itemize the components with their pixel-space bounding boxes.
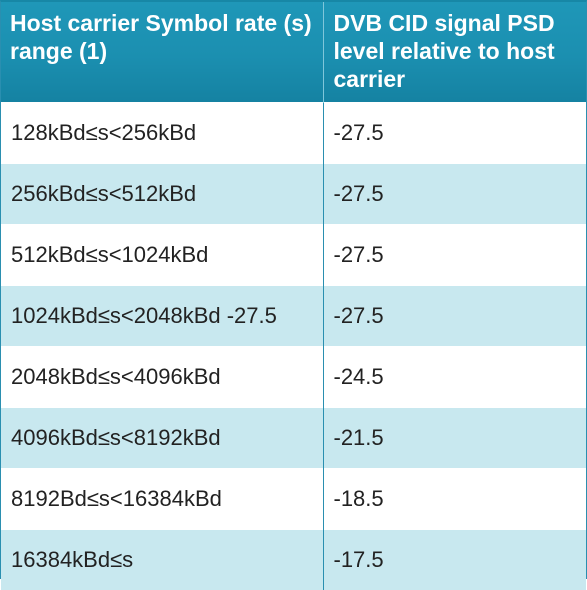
header-symbol-rate-range: Host carrier Symbol rate (s) range (1)	[1, 2, 323, 103]
table-body: 128kBd≤s<256kBd -27.5 256kBd≤s<512kBd -2…	[1, 103, 586, 590]
psd-value: -27.5	[334, 120, 384, 146]
psd-value: -27.5	[334, 181, 384, 207]
cell-psd-level: -27.5	[323, 103, 586, 164]
psd-value: -27.5	[334, 303, 384, 329]
psd-value: -18.5	[334, 486, 384, 512]
cell-symbol-rate: 256kBd≤s<512kBd	[1, 164, 323, 225]
table-row: 1024kBd≤s<2048kBd -27.5 -27.5	[1, 286, 586, 347]
cell-psd-level: -27.5	[323, 164, 586, 225]
cell-symbol-rate: 4096kBd≤s<8192kBd	[1, 408, 323, 469]
psd-value: -24.5	[334, 364, 384, 390]
psd-value: -17.5	[334, 547, 384, 573]
cell-psd-level: -27.5	[323, 286, 586, 347]
cell-symbol-rate: 1024kBd≤s<2048kBd -27.5	[1, 286, 323, 347]
cell-psd-level: -17.5	[323, 530, 586, 590]
header-psd-level: DVB CID signal PSD level relative to hos…	[323, 2, 586, 103]
table-row: 256kBd≤s<512kBd -27.5	[1, 164, 586, 225]
cell-symbol-rate: 2048kBd≤s<4096kBd	[1, 347, 323, 408]
header-row: Host carrier Symbol rate (s) range (1) D…	[1, 2, 586, 103]
table-row: 2048kBd≤s<4096kBd -24.5	[1, 347, 586, 408]
cell-symbol-rate: 16384kBd≤s	[1, 530, 323, 590]
psd-value: -21.5	[334, 425, 384, 451]
cell-symbol-rate: 8192Bd≤s<16384kBd	[1, 469, 323, 530]
cell-psd-level: -21.5	[323, 408, 586, 469]
cell-psd-level: -18.5	[323, 469, 586, 530]
cell-symbol-rate: 128kBd≤s<256kBd	[1, 103, 323, 164]
table-row: 16384kBd≤s -17.5	[1, 530, 586, 590]
cell-symbol-rate: 512kBd≤s<1024kBd	[1, 225, 323, 286]
cell-psd-level: -24.5	[323, 347, 586, 408]
table-header: Host carrier Symbol rate (s) range (1) D…	[1, 2, 586, 103]
table-row: 128kBd≤s<256kBd -27.5	[1, 103, 586, 164]
table-row: 512kBd≤s<1024kBd -27.5	[1, 225, 586, 286]
cell-psd-level: -27.5	[323, 225, 586, 286]
table-row: 4096kBd≤s<8192kBd -21.5	[1, 408, 586, 469]
psd-value: -27.5	[334, 242, 384, 268]
table-row: 8192Bd≤s<16384kBd -18.5	[1, 469, 586, 530]
